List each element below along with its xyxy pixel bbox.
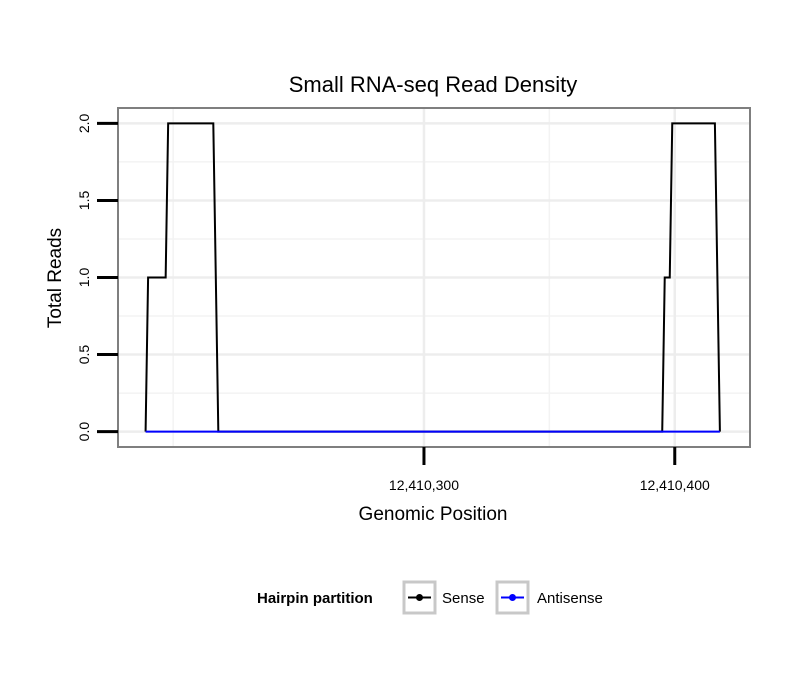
plot-area (117, 107, 751, 448)
y-tick-label-0.5: 0.5 (76, 345, 92, 365)
legend-label-sense: Sense (442, 590, 485, 607)
y-tick-label-2.0: 2.0 (76, 113, 92, 133)
legend-marker-antisense (509, 594, 516, 601)
series-layer (144, 122, 721, 433)
legend-item-antisense: Antisense (495, 580, 603, 615)
y-axis-title: Total Reads (45, 228, 66, 328)
legend-title: Hairpin partition (257, 590, 373, 607)
y-tick-label-1.5: 1.5 (76, 191, 92, 211)
y-tick-label-1.0: 1.0 (76, 268, 92, 288)
legend: Hairpin partition Sense Antisense (257, 580, 603, 615)
x-tick-label-12,410,300: 12,410,300 (389, 477, 459, 493)
chart-title: Small RNA-seq Read Density (289, 72, 578, 97)
legend-label-antisense: Antisense (537, 590, 603, 607)
x-tick-label-12,410,400: 12,410,400 (640, 477, 710, 493)
legend-item-sense: Sense (402, 580, 485, 615)
y-tick-label-0.0: 0.0 (76, 422, 92, 442)
axes-layer: 0.0 0.5 1.0 1.5 2.0 12,410,300 12,410,400 (76, 113, 710, 493)
legend-marker-sense (416, 594, 423, 601)
x-axis-title: Genomic Position (359, 504, 508, 525)
